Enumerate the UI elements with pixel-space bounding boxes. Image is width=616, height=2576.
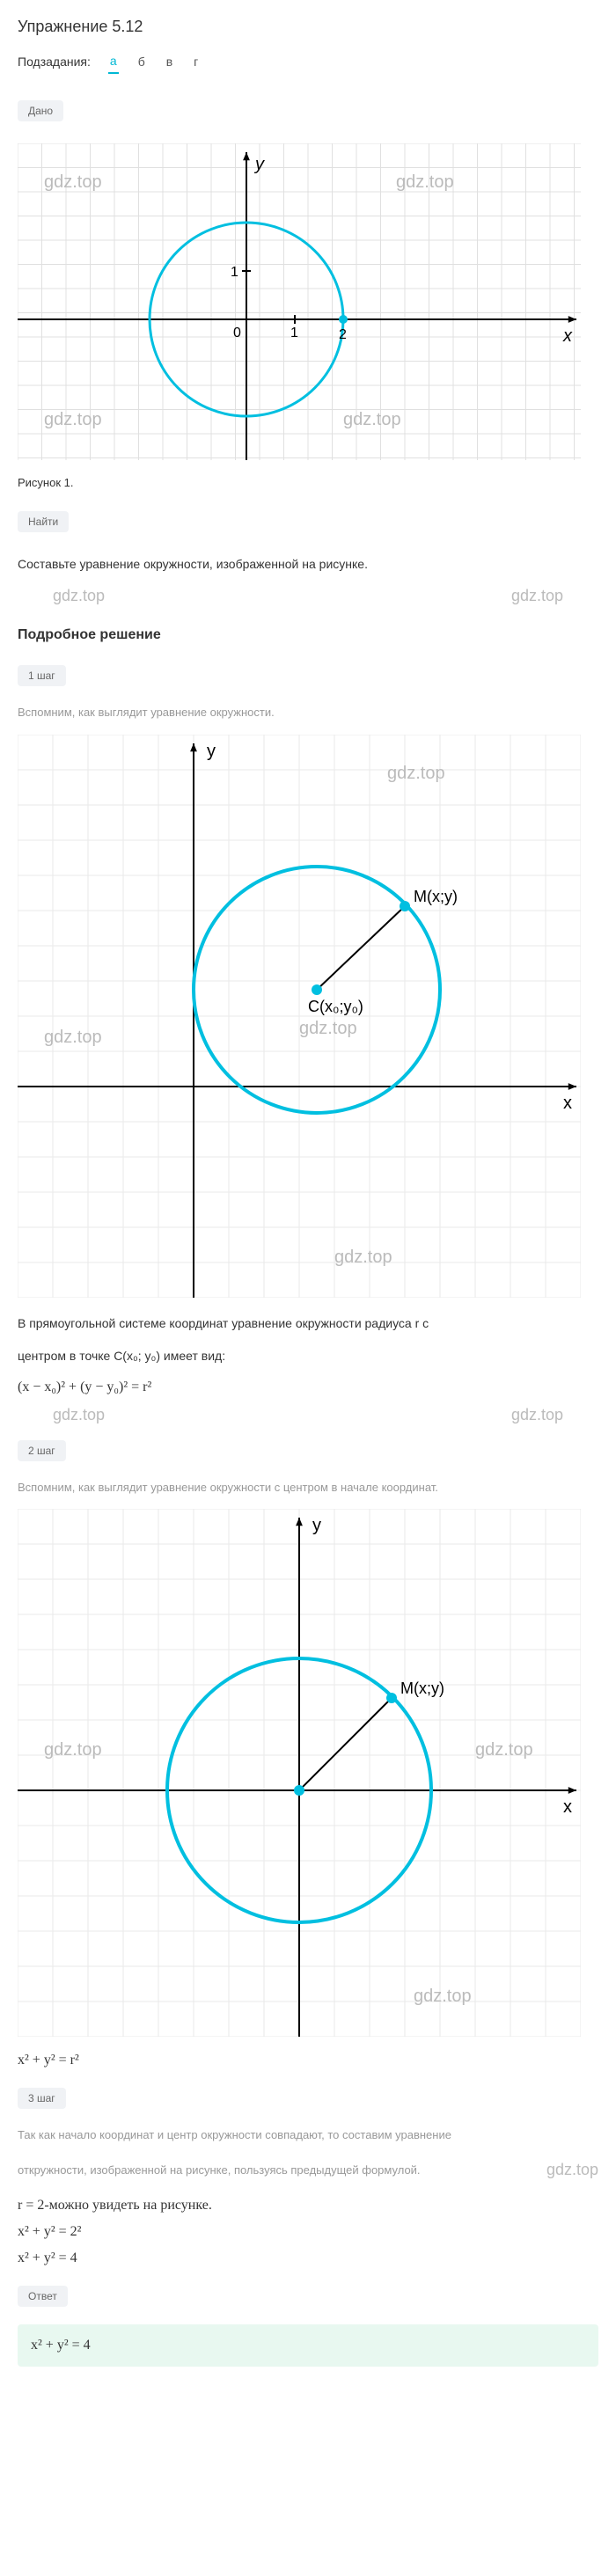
step3-text-b: откружности, изображенной на рисунке, по…: [18, 2162, 421, 2179]
step1-desc-b: центром в точке C(x₀; y₀) имеет вид:: [18, 1346, 598, 1365]
chart1-container: y x 0 1 1 2 gdz.top gdz.top gdz.top gdz.top: [18, 143, 598, 463]
chart3-container: M(x;y) y x gdz.top gdz.top gdz.top: [18, 1509, 598, 2039]
svg-text:gdz.top: gdz.top: [44, 410, 102, 429]
formula2: x² + y² = r²: [18, 2053, 598, 2068]
svg-text:gdz.top: gdz.top: [44, 1740, 102, 1760]
badge-find: Найти: [18, 511, 69, 532]
badge-step1: 1 шаг: [18, 665, 66, 686]
formula4: x² + y² = 4: [18, 2250, 598, 2266]
tab-g[interactable]: г: [192, 50, 200, 73]
svg-text:2: 2: [339, 327, 347, 342]
task-text: Составьте уравнение окружности, изображе…: [18, 554, 598, 574]
watermark-row-2: gdz.topgdz.top: [53, 1406, 563, 1424]
subtasks-label: Подзадания:: [18, 55, 91, 69]
badge-given: Дано: [18, 100, 63, 121]
svg-text:gdz.top: gdz.top: [343, 410, 401, 429]
step1-desc-a: В прямоугольной системе координат уравне…: [18, 1314, 598, 1333]
svg-text:gdz.top: gdz.top: [475, 1740, 533, 1760]
tab-v[interactable]: в: [165, 50, 174, 73]
svg-text:gdz.top: gdz.top: [414, 1987, 472, 2006]
svg-text:M(x;y): M(x;y): [400, 1680, 444, 1697]
subtasks-bar: Подзадания: а б в г: [18, 49, 598, 74]
svg-text:x: x: [563, 1094, 572, 1113]
answer-formula: x² + y² = 4: [31, 2338, 585, 2353]
tab-a[interactable]: а: [108, 49, 119, 74]
chart3: M(x;y) y x gdz.top gdz.top gdz.top: [18, 1509, 581, 2037]
chart1: y x 0 1 1 2 gdz.top gdz.top gdz.top gdz.top: [18, 143, 581, 460]
svg-text:gdz.top: gdz.top: [299, 1019, 357, 1038]
step3-text-a: Так как начало координат и центр окружно…: [18, 2126, 598, 2144]
step1-text: Вспомним, как выглядит уравнение окружно…: [18, 704, 598, 721]
svg-text:y: y: [253, 155, 265, 174]
step2-text: Вспомним, как выглядит уравнение окружно…: [18, 1479, 598, 1497]
svg-text:gdz.top: gdz.top: [387, 764, 445, 783]
svg-text:C(x₀;y₀): C(x₀;y₀): [308, 998, 363, 1015]
svg-text:1: 1: [231, 265, 238, 280]
formula3: x² + y² = 2²: [18, 2224, 598, 2240]
chart2-container: M(x;y) C(x₀;y₀) y x gdz.top gdz.top gdz.top gdz…: [18, 735, 598, 1300]
badge-answer: Ответ: [18, 2286, 68, 2307]
solution-title: Подробное решение: [18, 627, 598, 643]
caption-figure1: Рисунок 1.: [18, 476, 598, 489]
badge-step3: 3 шаг: [18, 2088, 66, 2109]
svg-text:gdz.top: gdz.top: [44, 172, 102, 192]
svg-text:gdz.top: gdz.top: [396, 172, 454, 192]
watermark-row: gdz.topgdz.top: [53, 587, 563, 605]
formula1: (x − x₀)² + (y − y₀)² = r²: [18, 1379, 598, 1395]
exercise-title: Упражнение 5.12: [18, 18, 598, 36]
svg-text:x: x: [562, 326, 573, 346]
step3-line1: r = 2-можно увидеть на рисунке.: [18, 2198, 598, 2214]
svg-text:0: 0: [233, 326, 241, 340]
svg-text:1: 1: [290, 326, 298, 340]
svg-text:gdz.top: gdz.top: [334, 1248, 392, 1267]
badge-step2: 2 шаг: [18, 1440, 66, 1461]
tab-b[interactable]: б: [136, 50, 147, 73]
svg-text:y: y: [312, 1516, 321, 1535]
svg-text:x: x: [563, 1797, 572, 1817]
chart2: M(x;y) C(x₀;y₀) y x gdz.top gdz.top gdz.top gdz…: [18, 735, 581, 1298]
svg-text:gdz.top: gdz.top: [44, 1028, 102, 1047]
svg-text:y: y: [207, 742, 216, 761]
watermark-inline: gdz.top: [546, 2161, 598, 2179]
svg-text:M(x;y): M(x;y): [414, 888, 458, 905]
answer-box: x² + y² = 4: [18, 2324, 598, 2367]
